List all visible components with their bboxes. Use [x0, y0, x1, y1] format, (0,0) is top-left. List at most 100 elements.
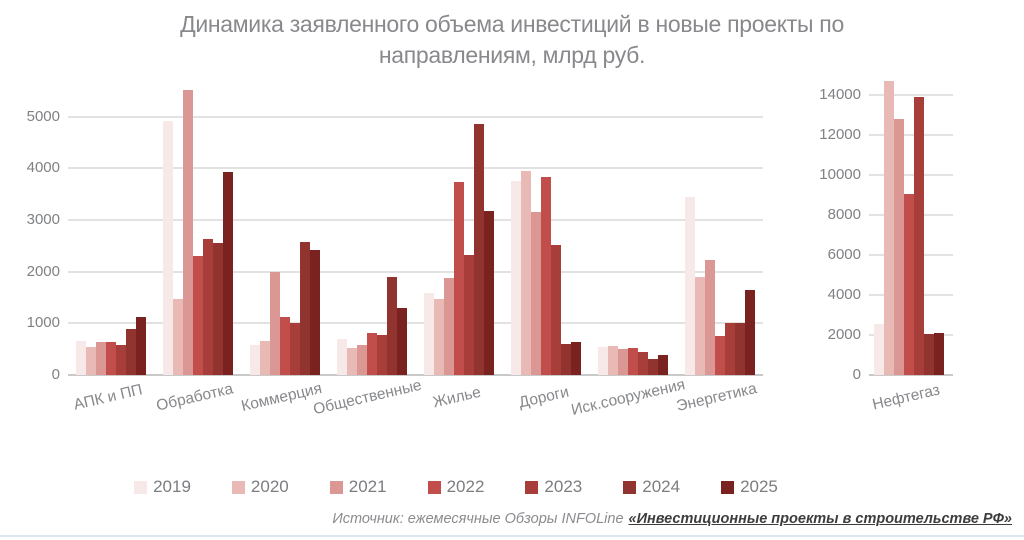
- legend-label-2021: 2021: [348, 477, 387, 496]
- bar-2023: [116, 345, 127, 375]
- bar-2023: [724, 323, 735, 375]
- y-axis-tick-4000: 4000: [827, 286, 861, 303]
- bar-2025: [483, 211, 494, 375]
- y-axis-tick-3000: 3000: [26, 210, 60, 228]
- bar-2021: [530, 212, 541, 375]
- bar-2022: [367, 332, 378, 375]
- main-bar-chart: 0 1000 2000 3000 4000 5000 АПК и ПП Обработка Ко…: [27, 85, 763, 419]
- gridline-10000: [869, 174, 953, 176]
- legend-item-2019: 2019: [134, 477, 191, 497]
- gridline-3000: [68, 218, 763, 221]
- bar-2019: [874, 324, 884, 375]
- gridline-5000: [68, 115, 763, 118]
- bar-2023: [550, 244, 561, 375]
- bar-group-2: Обработка: [155, 85, 235, 415]
- chart-title-line1: Динамика заявленного объема инвестиций в…: [180, 11, 844, 37]
- legend-label-2025: 2025: [740, 477, 778, 496]
- legend-swatch-2020: [231, 480, 245, 494]
- bar-groups: АПК и ПП Обработка Коммерция Общественные Жи…: [68, 85, 763, 419]
- gridline-1000: [68, 322, 763, 325]
- source-text: Источник: ежемесячные Обзоры INFOLine: [332, 511, 624, 527]
- bar-2023: [377, 334, 388, 375]
- category-label: Энергетика: [674, 380, 758, 416]
- y-axis-tick-8000: 8000: [827, 206, 861, 223]
- bottom-divider: [0, 535, 1024, 537]
- bar-2019: [684, 197, 695, 375]
- bar-2022: [453, 182, 464, 375]
- y-axis-tick-14000: 14000: [819, 86, 861, 103]
- y-axis-tick-2000: 2000: [26, 262, 60, 280]
- legend-swatch-2022: [427, 480, 441, 494]
- bar-2022: [627, 348, 638, 375]
- bar-2024: [213, 242, 224, 375]
- bar-2025: [934, 333, 944, 375]
- legend-label-2024: 2024: [642, 477, 681, 496]
- bar-group-4: Общественные: [312, 85, 423, 418]
- legend-item-2023: 2023: [525, 477, 582, 497]
- legend-item-2022: 2022: [427, 477, 485, 497]
- bar-2019: [76, 340, 87, 375]
- bar-2023: [290, 323, 301, 375]
- bar-2021: [270, 271, 281, 375]
- gridline-14000: [869, 94, 953, 96]
- bar-2022: [193, 255, 204, 375]
- bar-group-1: АПК и ПП: [73, 85, 147, 414]
- bar-group-1: Нефтегаз: [871, 81, 944, 414]
- bar-2021: [704, 260, 715, 375]
- y-axis-tick-0: 0: [852, 366, 861, 383]
- bar-2024: [734, 323, 745, 375]
- legend-item-2025: 2025: [721, 477, 778, 497]
- bar-2023: [637, 352, 648, 375]
- bar-group-3: Коммерция: [240, 85, 324, 415]
- bar-group-8: Энергетика: [674, 85, 758, 415]
- legend-item-2020: 2020: [231, 477, 289, 497]
- bar-2020: [520, 171, 531, 375]
- bar-2024: [560, 343, 571, 375]
- bar-2022: [714, 335, 725, 375]
- bar-2019: [337, 339, 348, 375]
- category-label: Общественные: [311, 376, 424, 419]
- category-label: АПК и ПП: [72, 381, 145, 414]
- bar-2020: [347, 347, 358, 375]
- bar-2019: [423, 292, 434, 375]
- bar-2024: [473, 123, 484, 375]
- bar-2025: [744, 289, 755, 375]
- y-axis-tick-12000: 12000: [819, 126, 861, 143]
- category-label: Нефтегаз: [870, 381, 942, 414]
- bar-2023: [203, 239, 214, 375]
- bar-group-5: Жилье: [423, 85, 494, 411]
- chart-title: Динамика заявленного объема инвестиций в…: [0, 0, 1024, 71]
- bar-2023: [463, 255, 474, 375]
- bar-2020: [260, 341, 271, 375]
- legend-label-2022: 2022: [446, 477, 485, 496]
- bar-2024: [387, 277, 398, 375]
- gridline-0: [869, 374, 953, 376]
- bar-2025: [657, 354, 668, 375]
- bar-2022: [904, 194, 914, 375]
- category-label: Коммерция: [239, 379, 324, 416]
- legend-label-2019: 2019: [153, 477, 191, 496]
- bar-2020: [694, 276, 705, 375]
- bar-2019: [510, 180, 521, 375]
- bar-group-7: Иск.сооружения: [569, 85, 686, 419]
- source-link[interactable]: «Инвестиционные проекты в строительстве …: [628, 511, 1012, 527]
- legend-swatch-2025: [721, 480, 735, 494]
- bar-2024: [647, 358, 658, 375]
- bar-2025: [397, 307, 408, 375]
- category-label: Жилье: [431, 383, 483, 412]
- category-label: Дороги: [516, 383, 571, 412]
- charts-area: 0 1000 2000 3000 4000 5000 АПК и ПП Обработка Ко…: [0, 70, 1024, 455]
- bar-2021: [183, 89, 194, 375]
- y-axis-tick-5000: 5000: [26, 107, 60, 125]
- y-axis-tick-1000: 1000: [26, 314, 60, 332]
- legend-swatch-2024: [623, 480, 637, 494]
- bar-2022: [280, 317, 291, 375]
- bar-2021: [443, 278, 454, 375]
- bar-2021: [894, 119, 904, 375]
- bar-2021: [617, 349, 628, 375]
- y-axis-tick-10000: 10000: [819, 166, 861, 183]
- bar-2019: [597, 347, 608, 375]
- bar-2025: [136, 317, 147, 375]
- y-axis-tick-2000: 2000: [827, 326, 861, 343]
- bar-2024: [126, 329, 137, 375]
